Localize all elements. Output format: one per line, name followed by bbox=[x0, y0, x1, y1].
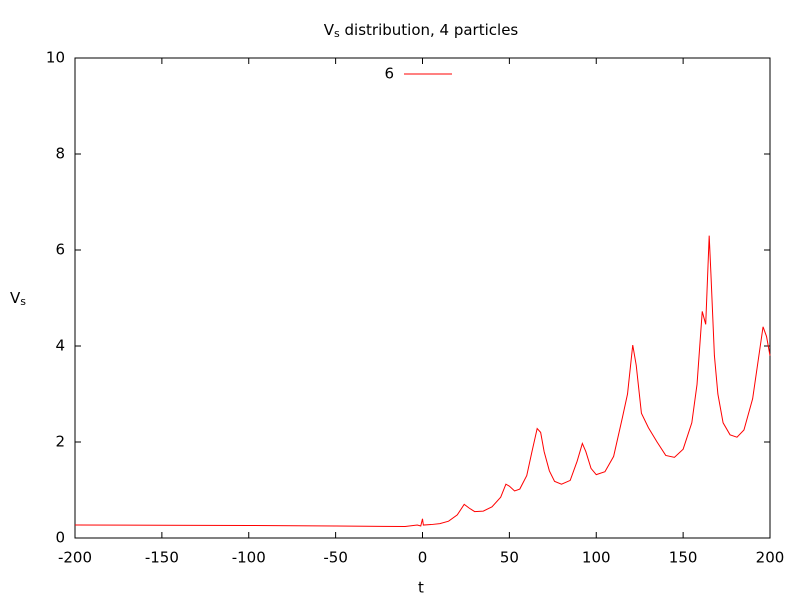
x-tick-label: -200 bbox=[58, 549, 92, 567]
x-tick-label: 150 bbox=[669, 549, 698, 567]
y-tick-label: 0 bbox=[55, 529, 65, 547]
y-tick-label: 8 bbox=[55, 145, 65, 163]
data-line bbox=[74, 235, 771, 527]
x-tick-label: 100 bbox=[582, 549, 611, 567]
plot-border bbox=[74, 57, 771, 539]
y-axis-label: Vs bbox=[10, 289, 26, 309]
x-tick-label: 50 bbox=[500, 549, 519, 567]
x-tick-label: -50 bbox=[323, 549, 348, 567]
x-axis-label: t bbox=[418, 579, 424, 597]
x-tick-label: -150 bbox=[145, 549, 179, 567]
title-part: distribution, 4 particles bbox=[340, 21, 519, 39]
x-tick-label: 200 bbox=[756, 549, 785, 567]
chart-title: Vs distribution, 4 particles bbox=[324, 21, 519, 41]
legend-label: 6 bbox=[384, 65, 394, 83]
ylabel-subscript: s bbox=[20, 295, 26, 308]
x-tick-label: -100 bbox=[232, 549, 266, 567]
x-tick-label: 0 bbox=[418, 549, 428, 567]
title-part: V bbox=[324, 21, 335, 39]
y-tick-label: 10 bbox=[46, 49, 65, 67]
ylabel-part: V bbox=[10, 289, 21, 307]
y-tick-label: 4 bbox=[55, 337, 65, 355]
title-subscript: s bbox=[334, 27, 340, 40]
y-tick-label: 6 bbox=[55, 241, 65, 259]
y-tick-label: 2 bbox=[55, 433, 65, 451]
